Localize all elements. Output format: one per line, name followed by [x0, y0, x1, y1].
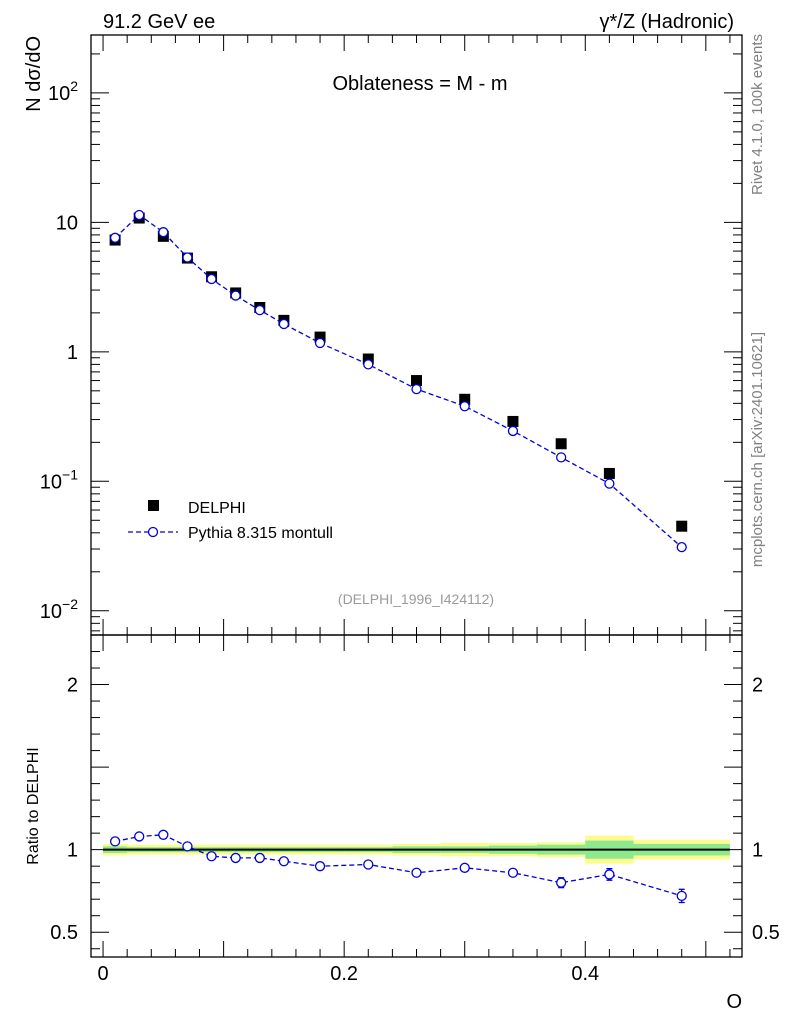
pythia-point — [459, 401, 470, 412]
axis-tick-labels: 0 0.2 0.4 102 10 1 10−1 10−2 2 2 1 1 0.5 0.5 — [40, 78, 780, 985]
delphi-point — [459, 393, 471, 405]
ratio-y-tick-label-right: 0.5 — [752, 922, 780, 944]
chart-title: Oblateness = M - m — [332, 73, 507, 95]
ratio-y-tick-label-right: 2 — [752, 675, 763, 697]
ratio-line — [114, 834, 682, 897]
ratio-point — [158, 829, 169, 840]
ratio-point — [230, 852, 241, 864]
pythia-point — [604, 478, 615, 489]
legend-delphi-marker — [148, 500, 159, 511]
pythia-point — [206, 273, 217, 285]
ratio-point — [459, 862, 470, 873]
main-panel-frame — [90, 34, 743, 636]
ratio-point — [278, 856, 290, 867]
pythia-point — [363, 359, 374, 370]
delphi-point — [411, 375, 422, 387]
delphi-point — [362, 353, 374, 365]
ratio-y-tick-label-left: 1 — [67, 840, 78, 862]
pythia-point — [109, 232, 121, 243]
pythia-point — [411, 383, 422, 395]
ratio-point — [676, 890, 687, 902]
ratio-y-tick-label-right: 1 — [752, 840, 763, 862]
ratio-point — [604, 869, 615, 880]
ratio-point — [182, 841, 193, 852]
pythia-line — [114, 214, 683, 548]
y-tick-label: 10−1 — [40, 466, 78, 493]
y-tick-label: 102 — [48, 78, 78, 105]
pythia-point — [556, 452, 567, 463]
legend: DELPHI Pythia 8.315 montull — [128, 500, 333, 542]
x-tick-label: 0.2 — [330, 963, 358, 985]
y-axis-label: N dσ/dO — [23, 36, 45, 112]
x-tick-label: 0.4 — [571, 963, 599, 985]
header-left: 91.2 GeV ee — [103, 11, 215, 33]
pythia-point — [676, 542, 687, 553]
pythia-point — [507, 425, 519, 437]
data-series — [109, 209, 688, 904]
ratio-y-tick-label-left: 0.5 — [50, 922, 78, 944]
pythia-point — [230, 290, 241, 301]
pythia-point — [278, 318, 290, 330]
ratio-point — [556, 877, 567, 888]
ratio-point — [363, 859, 374, 870]
delphi-point — [507, 415, 519, 427]
mcplots-label: mcplots.cern.ch [arXiv:2401.10621] — [749, 332, 766, 567]
y-tick-label: 10 — [56, 212, 78, 234]
ratio-panel-frame — [90, 634, 743, 958]
pythia-point — [134, 209, 145, 221]
header-right: γ*/Z (Hadronic) — [600, 11, 734, 33]
delphi-point — [603, 467, 615, 479]
pythia-point — [182, 252, 193, 263]
rivet-version-label: Rivet 4.1.0, 100k events — [749, 34, 766, 195]
delphi-point — [555, 438, 567, 450]
ratio-uncertainty-bands — [103, 835, 730, 864]
x-axis-label: O — [726, 991, 742, 1013]
ratio-point — [134, 831, 145, 842]
y-tick-label: 1 — [67, 342, 78, 364]
ratio-axis-label: Ratio to DELPHI — [25, 747, 42, 864]
x-tick-label: 0 — [97, 963, 108, 985]
pythia-point — [314, 337, 326, 349]
ratio-point — [109, 836, 121, 847]
analysis-id: (DELPHI_1996_I424112) — [338, 591, 494, 607]
legend-pythia-marker — [147, 526, 159, 538]
axis-ticks — [91, 35, 742, 957]
delphi-point — [314, 331, 326, 343]
legend-pythia-label: Pythia 8.315 montull — [188, 525, 333, 542]
plot-frames — [90, 34, 743, 958]
y-tick-label: 10−2 — [40, 596, 78, 623]
pythia-point — [158, 227, 169, 238]
ratio-point — [411, 867, 422, 878]
ratio-y-tick-label-left: 2 — [67, 675, 78, 697]
delphi-point — [676, 520, 688, 532]
ratio-point — [314, 861, 326, 872]
ratio-point — [206, 851, 217, 862]
pythia-point — [254, 304, 265, 316]
ratio-point — [507, 867, 519, 878]
legend-delphi-label: DELPHI — [188, 500, 246, 517]
ratio-point — [254, 852, 265, 864]
